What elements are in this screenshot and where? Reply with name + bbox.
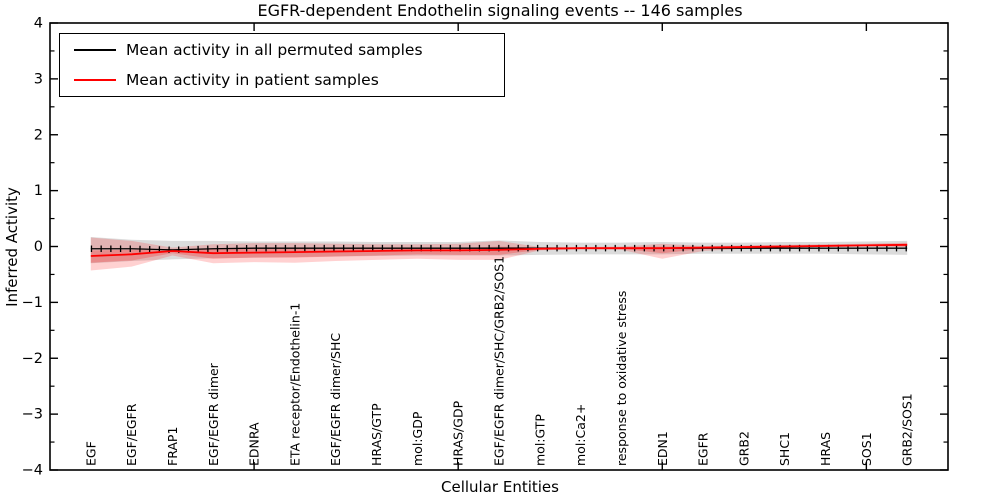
legend: Mean activity in all permuted samples Me…	[59, 33, 505, 97]
x-axis-label: Cellular Entities	[441, 478, 559, 496]
x-entity-label: EDN1	[655, 431, 670, 466]
x-entity-label: EGF/EGFR dimer/SHC	[328, 333, 343, 466]
y-tick-label: −1	[22, 295, 43, 311]
x-entity-label: HRAS/GTP	[369, 403, 384, 466]
x-entity-label: HRAS/GDP	[451, 400, 466, 466]
legend-label-patient: Mean activity in patient samples	[126, 71, 379, 89]
y-tick-label: 1	[34, 183, 43, 199]
legend-entry-patient: Mean activity in patient samples	[60, 66, 504, 94]
legend-label-permuted: Mean activity in all permuted samples	[126, 41, 423, 59]
patient-line-swatch	[74, 79, 116, 81]
y-tick-label: −3	[22, 407, 43, 423]
legend-entry-permuted: Mean activity in all permuted samples	[60, 36, 504, 64]
x-entity-label: GRB2/SOS1	[900, 393, 915, 466]
x-entity-label: ETA receptor/Endothelin-1	[287, 303, 302, 466]
y-tick-label: 4	[34, 16, 43, 32]
x-entity-label: EGF/EGFR dimer	[206, 362, 221, 466]
x-entity-label: mol:GTP	[532, 414, 547, 466]
x-entity-label: EGFR	[696, 432, 711, 466]
line-permuted-markers	[90, 244, 908, 254]
x-entity-label: EGF/EGFR	[124, 403, 139, 466]
x-entity-label: FRAP1	[165, 427, 180, 466]
y-tick-label: 2	[34, 127, 43, 143]
y-tick-label: −2	[22, 351, 43, 367]
y-tick-label: 0	[34, 239, 43, 255]
x-entity-label: SHC1	[777, 432, 792, 466]
x-entity-label: HRAS	[818, 432, 833, 466]
x-entity-label: EGF	[83, 441, 98, 466]
x-entity-label: response to oxidative stress	[614, 291, 629, 466]
x-entity-label: mol:GDP	[410, 411, 425, 466]
x-entity-label: mol:Ca2+	[573, 404, 588, 466]
x-entity-label: EDNRA	[247, 422, 262, 466]
permuted-line-swatch	[74, 49, 116, 51]
line-patient	[90, 243, 908, 257]
y-axis-label: Inferred Activity	[3, 187, 21, 307]
x-entity-label: EGF/EGFR dimer/SHC/GRB2/SOS1	[492, 256, 507, 466]
x-entity-label: GRB2	[736, 431, 751, 466]
x-entity-label: SOS1	[859, 432, 874, 466]
chart-title: EGFR-dependent Endothelin signaling even…	[257, 1, 743, 20]
y-tick-label: 3	[34, 71, 43, 87]
y-tick-label: −4	[22, 463, 43, 479]
